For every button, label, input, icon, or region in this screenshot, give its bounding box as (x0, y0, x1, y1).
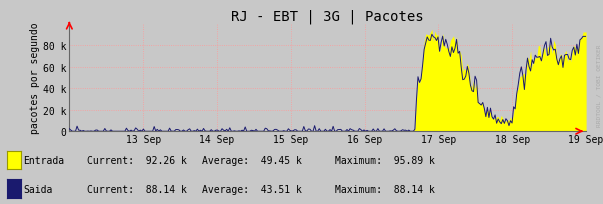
Text: Current:  92.26 k: Current: 92.26 k (87, 155, 188, 165)
Text: Average:  43.51 k: Average: 43.51 k (202, 184, 302, 194)
Text: Maximum:  95.89 k: Maximum: 95.89 k (335, 155, 435, 165)
Text: Entrada: Entrada (24, 155, 65, 165)
Text: Saida: Saida (24, 184, 53, 194)
Y-axis label: pacotes por segundo: pacotes por segundo (30, 22, 40, 134)
Text: Current:  88.14 k: Current: 88.14 k (87, 184, 188, 194)
Text: Average:  49.45 k: Average: 49.45 k (202, 155, 302, 165)
Text: RRDTOOL / TOBI OETIKER: RRDTOOL / TOBI OETIKER (597, 45, 602, 127)
Text: Maximum:  88.14 k: Maximum: 88.14 k (335, 184, 435, 194)
Title: RJ - EBT | 3G | Pacotes: RJ - EBT | 3G | Pacotes (232, 9, 424, 24)
